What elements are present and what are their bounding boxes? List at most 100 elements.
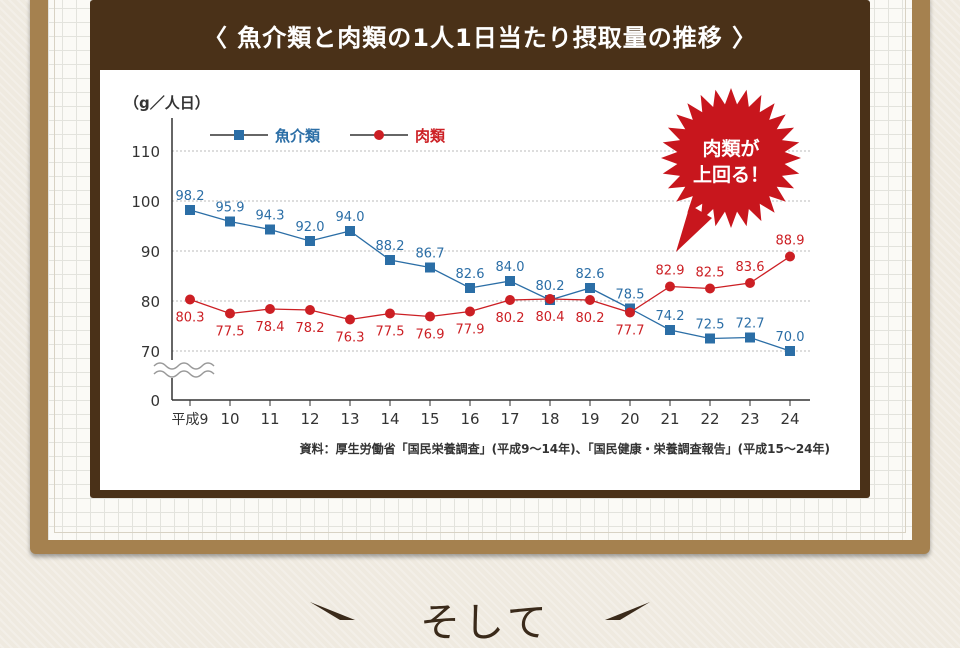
callout-line-1: 肉類が <box>702 138 760 160</box>
x-tick-label: 17 <box>500 410 519 428</box>
fish-data-label: 88.2 <box>376 239 405 254</box>
meat-data-label: 77.5 <box>376 325 405 340</box>
x-tick-label: 20 <box>620 410 639 428</box>
fish-point <box>305 236 315 246</box>
x-tick-label: 13 <box>340 410 359 428</box>
legend-circle-marker <box>374 130 384 140</box>
series: 98.2 95.9 94.3 92.0 94.0 88.2 86.7 82.6 84.0 80.2… <box>176 189 805 356</box>
axes: 0 70 80 90 100 110 平成9 10 11 12 13 14 15 16 17 18 19 20 21… <box>131 118 810 428</box>
legend: 魚介類 肉類 <box>210 127 446 145</box>
callout-line-2: 上回る！ <box>692 164 769 186</box>
y-tick-label: 80 <box>141 293 160 311</box>
x-tick-label: 10 <box>220 410 239 428</box>
fish-point <box>705 333 715 344</box>
fish-point <box>585 283 595 293</box>
x-tick-label: 23 <box>740 410 759 428</box>
x-tick-label: 24 <box>780 410 799 428</box>
fish-point <box>345 226 355 236</box>
fish-data-label: 72.7 <box>736 317 765 332</box>
legend-label: 魚介類 <box>275 127 321 145</box>
meat-data-label: 76.9 <box>416 328 445 343</box>
meat-point <box>545 294 555 304</box>
x-tick-label: 15 <box>420 410 439 428</box>
fish-data-label: 92.0 <box>296 220 325 235</box>
meat-point <box>705 283 715 294</box>
meat-data-label: 78.2 <box>296 321 325 336</box>
meat-data-label: 82.5 <box>696 266 725 281</box>
fish-data-label: 86.7 <box>416 247 445 262</box>
meat-data-label: 80.2 <box>576 311 605 326</box>
left-arrow-wing <box>310 602 355 620</box>
axis-break-wave <box>153 362 215 370</box>
x-tick-label: 19 <box>580 410 599 428</box>
y-tick-label: 90 <box>141 243 160 261</box>
meat-point <box>225 308 235 319</box>
meat-point <box>465 306 475 317</box>
fish-data-label: 94.0 <box>336 210 365 225</box>
line-chart: （g／人日） 0 70 80 90 100 110 平成9 10 11 12 13 14 15 16 17 1… <box>124 94 830 456</box>
meat-point <box>745 278 755 288</box>
fish-data-label: 98.2 <box>176 189 205 204</box>
meat-data-label: 82.9 <box>656 264 685 279</box>
meat-point <box>185 294 195 305</box>
fish-data-label: 95.9 <box>216 201 245 216</box>
meat-point <box>625 307 635 318</box>
fish-data-label: 84.0 <box>496 260 525 275</box>
fish-point <box>505 276 515 286</box>
source-note: 資料：厚生労働省「国民栄養調査」(平成9～14年)、「国民健康・栄養調査報告」(… <box>300 441 830 456</box>
y-unit-label: （g／人日） <box>124 94 210 112</box>
axis-break-wave <box>153 370 215 378</box>
fish-data-label: 82.6 <box>456 267 485 282</box>
x-tick-label: 11 <box>260 410 279 428</box>
y-tick-label: 70 <box>141 343 160 361</box>
meat-data-label: 88.9 <box>776 234 805 249</box>
meat-point <box>345 314 355 325</box>
meat-point <box>785 251 795 262</box>
fish-point <box>425 262 435 273</box>
bottom-heading: そして <box>420 600 551 646</box>
meat-data-label: 78.4 <box>256 320 285 335</box>
fish-data-label: 70.0 <box>776 330 805 345</box>
legend-label: 肉類 <box>415 127 446 145</box>
fish-point <box>665 325 675 335</box>
meat-point <box>305 305 315 315</box>
fish-point <box>465 283 475 293</box>
meat-point <box>265 304 275 314</box>
meat-data-label: 80.2 <box>496 311 525 326</box>
x-tick-label: 12 <box>300 410 319 428</box>
y-tick-label: 110 <box>131 143 160 161</box>
fish-data-label: 94.3 <box>256 209 285 224</box>
bottom-arrows <box>310 602 650 620</box>
chart-area: （g／人日） 0 70 80 90 100 110 平成9 10 11 12 13 14 15 16 17 1… <box>100 70 860 490</box>
fish-point <box>745 332 755 343</box>
x-tick-label: 14 <box>380 410 399 428</box>
meat-data-label: 76.3 <box>336 331 365 346</box>
meat-data-label: 77.9 <box>456 323 485 338</box>
fish-data-label: 82.6 <box>576 267 605 282</box>
meat-data-label: 80.3 <box>176 311 205 326</box>
x-tick-label: 平成9 <box>172 412 209 428</box>
callout-text: 肉類が 上回る！ <box>676 136 786 188</box>
meat-data-label: 77.5 <box>216 325 245 340</box>
fish-point <box>265 224 275 235</box>
y-tick-label: 0 <box>150 392 160 410</box>
fish-data-label: 72.5 <box>696 318 725 333</box>
meat-series-line <box>189 255 791 321</box>
meat-data-label: 80.4 <box>536 310 565 325</box>
meat-point <box>425 311 435 322</box>
legend-square-marker <box>234 130 244 140</box>
fish-data-label: 80.2 <box>536 279 565 294</box>
x-tick-label: 18 <box>540 410 559 428</box>
meat-point <box>665 281 675 292</box>
fish-data-label: 74.2 <box>656 309 685 324</box>
x-tick-label: 21 <box>660 410 679 428</box>
meat-point <box>585 295 595 305</box>
fish-series-line <box>189 209 791 352</box>
y-tick-label: 100 <box>131 193 160 211</box>
meat-point <box>385 308 395 319</box>
fish-point <box>185 205 195 215</box>
meat-data-label: 77.7 <box>616 324 645 339</box>
x-tick-label: 16 <box>460 410 479 428</box>
fish-point <box>225 216 235 227</box>
meat-point <box>505 295 515 305</box>
